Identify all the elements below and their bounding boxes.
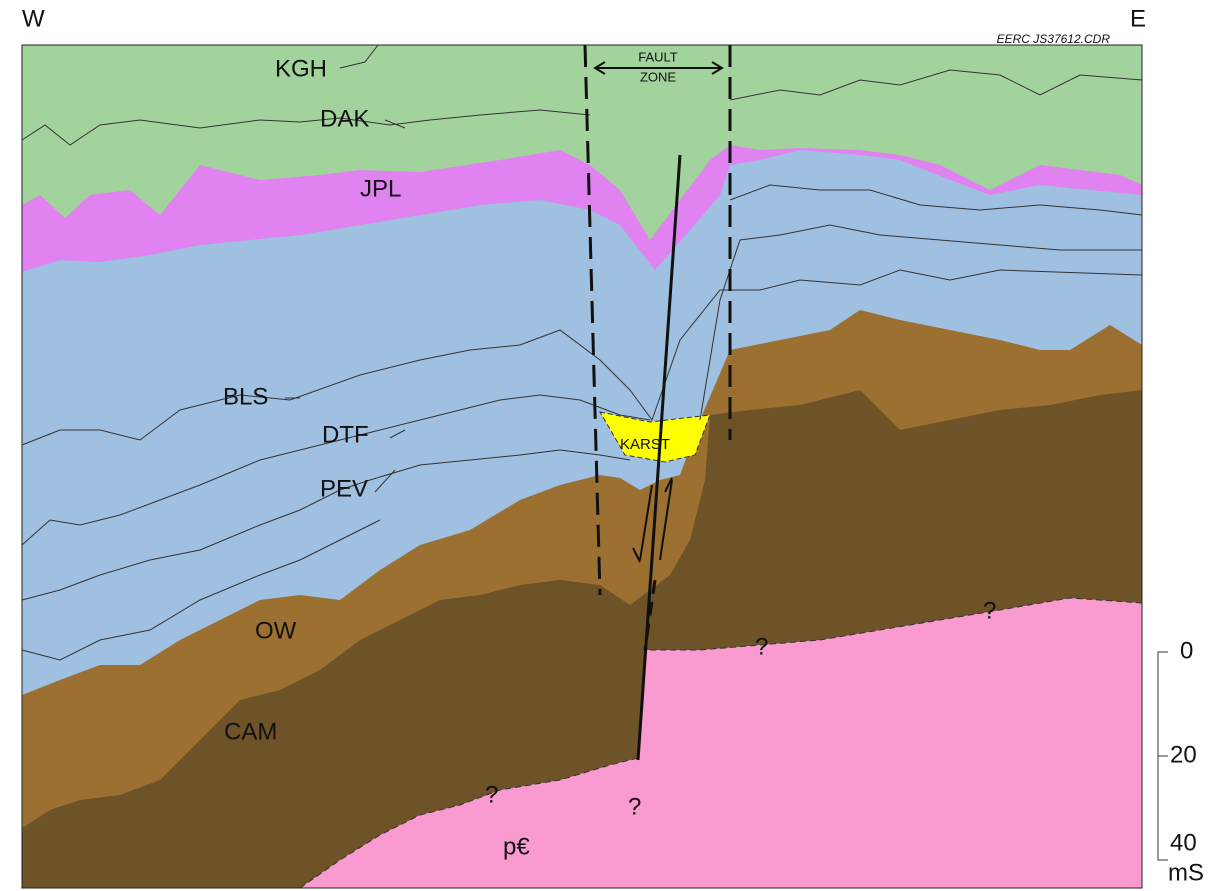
unknown-mark: ? <box>755 633 768 660</box>
karst <box>599 411 711 463</box>
contact-line <box>21 269 1143 446</box>
frame <box>21 44 1143 889</box>
slip-arrow <box>659 477 673 561</box>
unit-label: p€ <box>503 833 530 860</box>
unknown-mark: ? <box>485 781 498 808</box>
slip-arrow <box>632 484 653 563</box>
fault-zone-label: FAULT <box>638 49 678 64</box>
unknown-mark: ? <box>628 793 641 820</box>
scale-label: 20 <box>1170 741 1197 768</box>
fault-line <box>583 44 602 596</box>
precambrian-layer <box>298 597 1143 889</box>
contact-line <box>21 394 651 546</box>
contact-line <box>21 449 631 601</box>
figure-code: EERC JS37612.CDR <box>997 32 1111 46</box>
contact-line <box>21 109 591 146</box>
east-label: E <box>1130 5 1146 32</box>
fault-line <box>636 154 682 761</box>
leader-line <box>285 44 406 493</box>
unit-label: BLS <box>223 383 268 410</box>
fault-zone-arrow <box>593 61 724 75</box>
unit-label: KARST <box>620 436 670 453</box>
unit-label: KGH <box>275 55 327 82</box>
unknown-mark: ? <box>983 597 996 624</box>
contact-line <box>21 519 381 661</box>
west-label: W <box>22 5 45 32</box>
unit-label: CAM <box>224 718 277 745</box>
scale-bar <box>1157 651 1168 861</box>
unit-label: JPL <box>360 175 401 202</box>
scale-label: 0 <box>1180 637 1193 664</box>
unit-label: DTF <box>322 421 369 448</box>
contact-line <box>729 184 1143 216</box>
unit-label: DAK <box>320 105 369 132</box>
scale-label: 40 <box>1170 829 1197 856</box>
scale-unit: mS <box>1168 859 1204 886</box>
fault-line <box>643 579 657 651</box>
fault-zone-label: ZONE <box>640 69 676 84</box>
contact-line <box>729 69 1143 101</box>
unit-label: PEV <box>320 475 368 502</box>
unit-label: OW <box>255 617 297 644</box>
